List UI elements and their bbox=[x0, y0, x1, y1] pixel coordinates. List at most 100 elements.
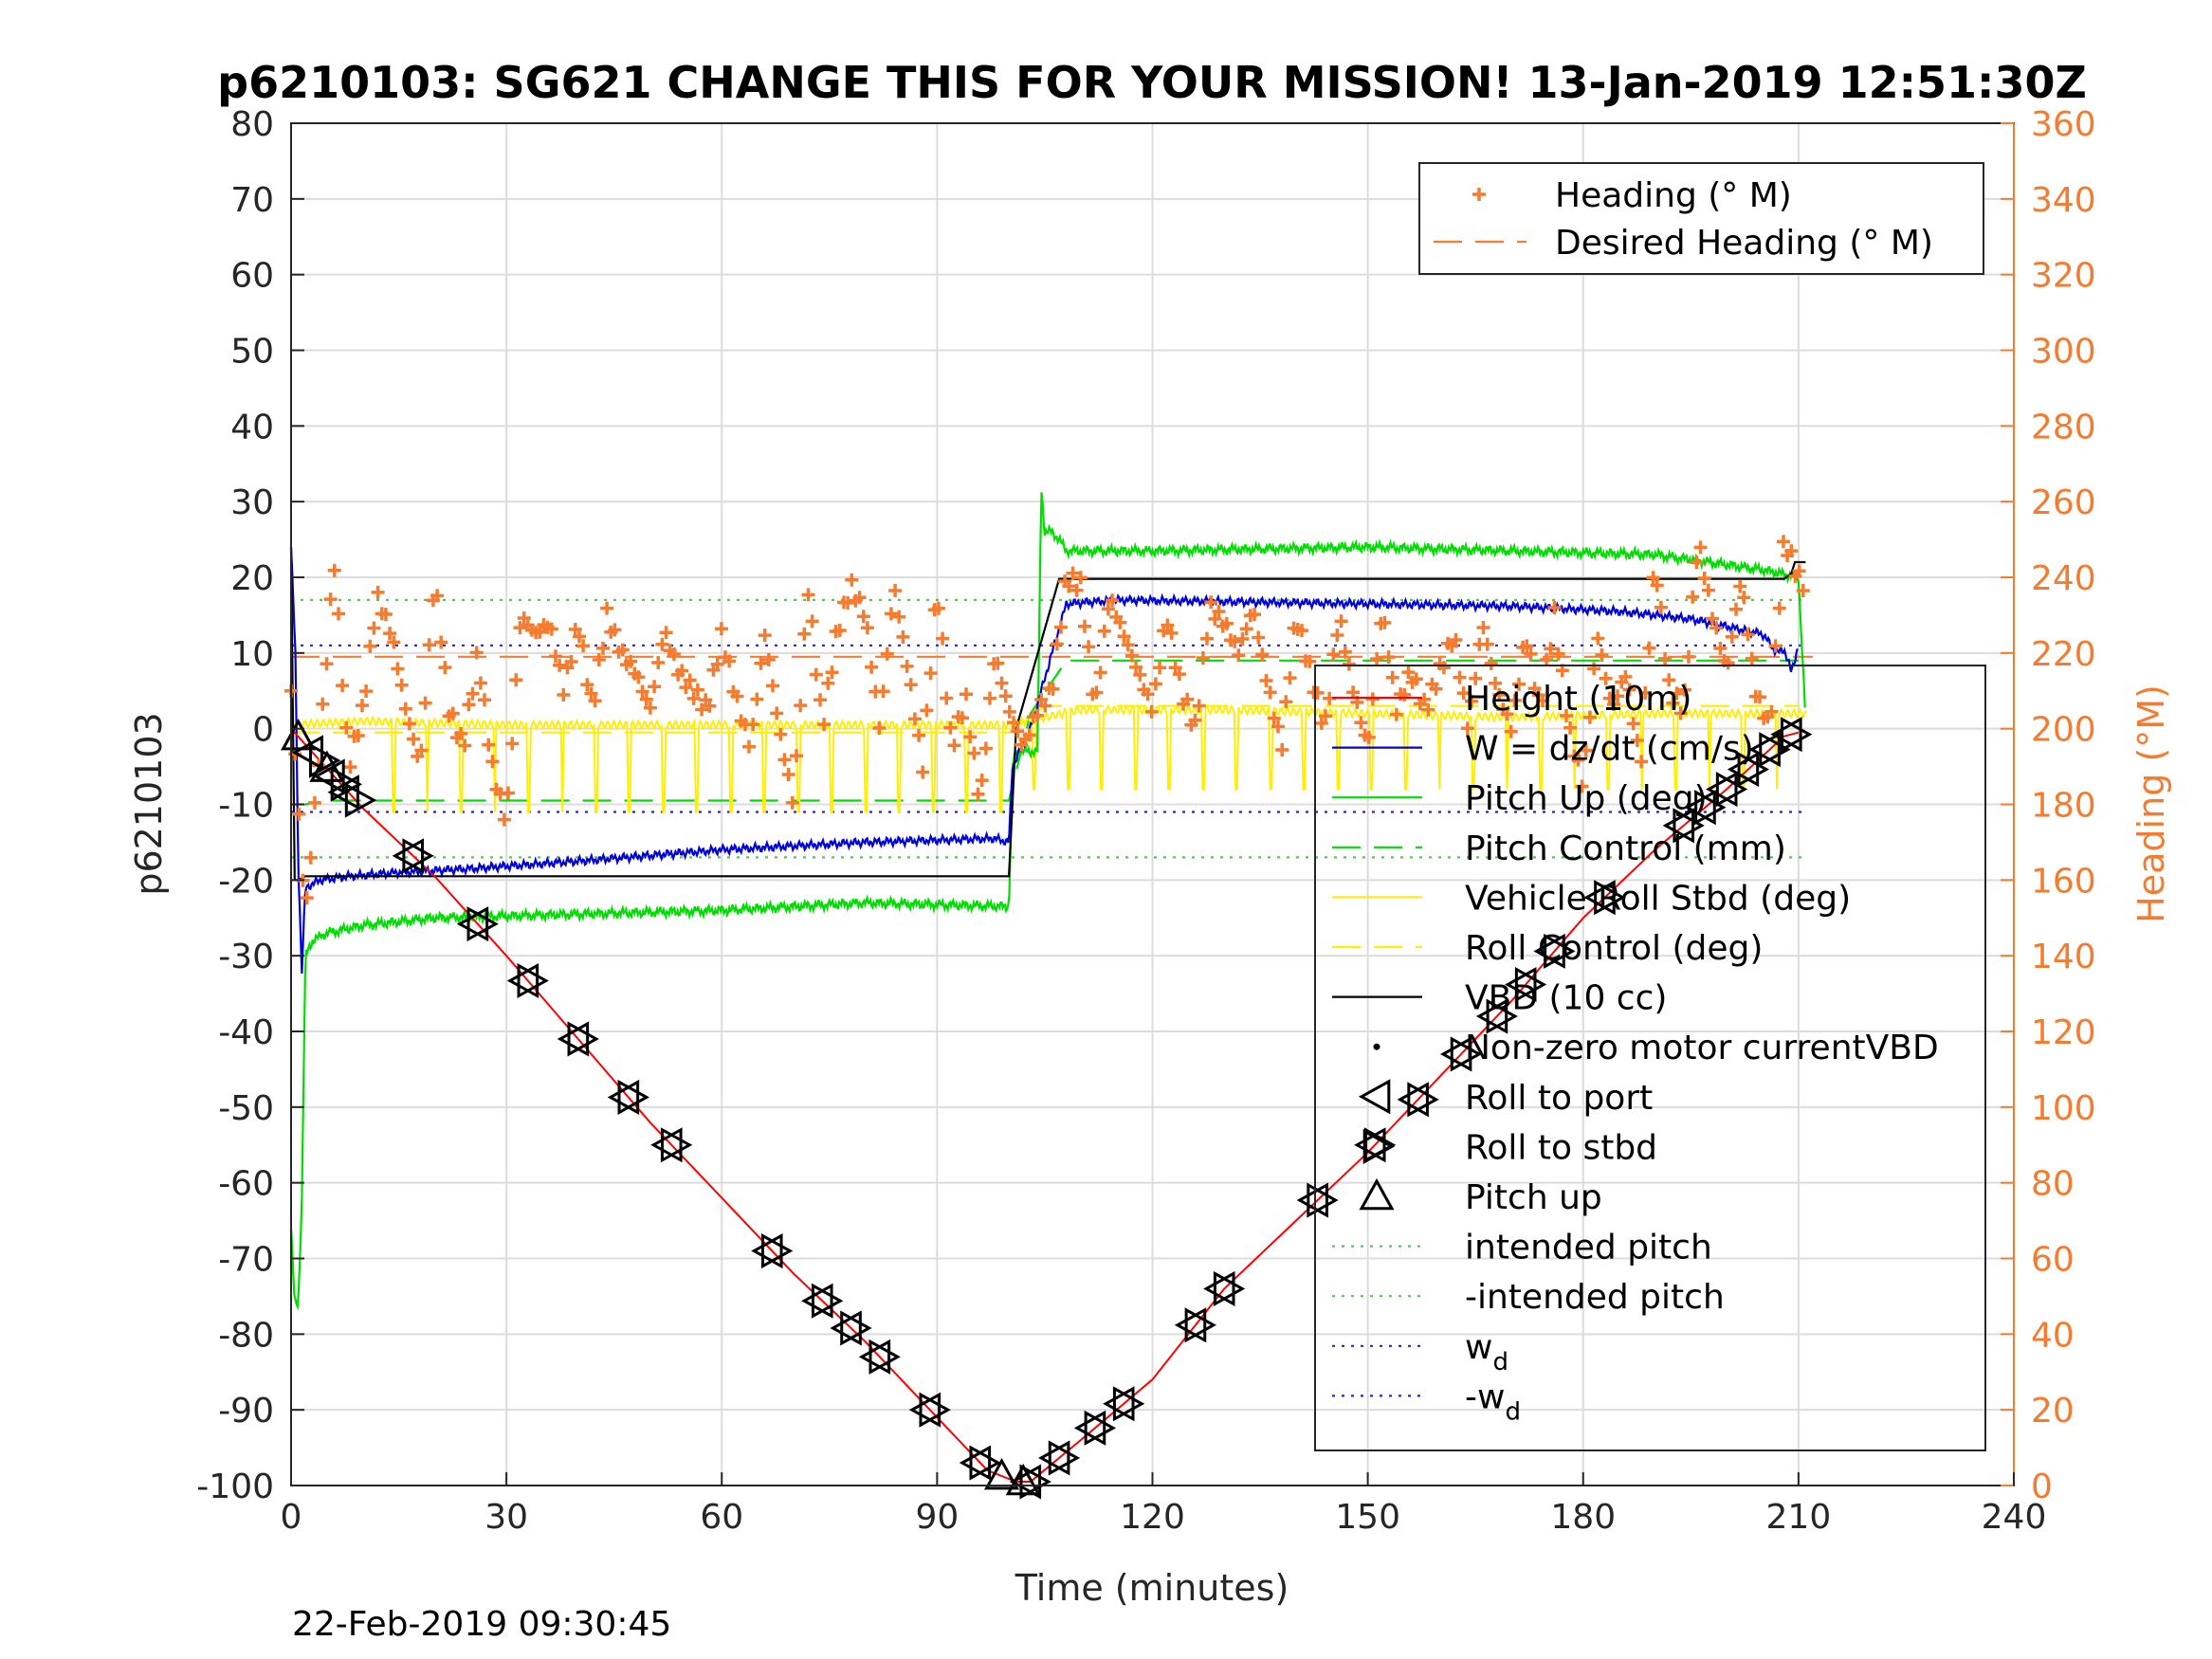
heading-marker bbox=[865, 660, 879, 674]
roll-to-port-marker bbox=[1203, 1270, 1235, 1306]
heading-marker bbox=[1686, 590, 1700, 604]
heading-marker bbox=[1046, 682, 1060, 696]
heading-marker bbox=[316, 697, 330, 711]
heading-marker bbox=[936, 631, 950, 646]
y-tick-label: 70 bbox=[230, 181, 274, 220]
heading-marker bbox=[1319, 709, 1332, 723]
heading-marker bbox=[1796, 584, 1810, 597]
heading-marker bbox=[856, 610, 870, 624]
heading-marker bbox=[860, 621, 874, 635]
heading-marker bbox=[758, 629, 772, 643]
heading-marker bbox=[1252, 630, 1266, 645]
heading-marker bbox=[1022, 728, 1036, 742]
roll-to-stbd-marker bbox=[760, 1232, 794, 1269]
heading-marker bbox=[292, 807, 306, 821]
y2-tick-label: 80 bbox=[2031, 1165, 2075, 1204]
legend-label: Roll Control (deg) bbox=[1465, 929, 1763, 968]
heading-marker bbox=[679, 681, 693, 695]
y-tick-label: 30 bbox=[230, 483, 274, 522]
heading-marker bbox=[1500, 707, 1514, 721]
legend-label: W = dz/dt (cm/s) bbox=[1465, 730, 1754, 769]
heading-marker bbox=[1642, 641, 1656, 655]
heading-marker bbox=[1563, 720, 1578, 735]
heading-marker bbox=[466, 686, 480, 701]
heading-marker bbox=[320, 657, 334, 671]
heading-marker bbox=[1200, 631, 1214, 646]
heading-marker bbox=[1512, 677, 1526, 691]
heading-marker bbox=[766, 679, 779, 693]
legend-label: intended pitch bbox=[1465, 1229, 1712, 1267]
heading-marker bbox=[422, 638, 436, 652]
legend-label: Pitch up bbox=[1465, 1178, 1602, 1217]
w-dzdt-line bbox=[289, 547, 1799, 975]
y-tick-label: -50 bbox=[218, 1089, 274, 1128]
heading-marker bbox=[655, 637, 669, 651]
x-axis-label: Time (minutes) bbox=[1015, 1567, 1289, 1609]
heading-marker bbox=[1283, 671, 1297, 685]
heading-marker bbox=[916, 765, 930, 779]
heading-marker bbox=[1002, 704, 1016, 719]
heading-marker bbox=[402, 717, 416, 731]
left-y-axis: 80 70 60 50 40 30 20 10 0 -10 -20 -30 -40 -50 -60 -70 -8… bbox=[196, 105, 304, 1506]
heading-marker bbox=[573, 629, 586, 644]
heading-marker bbox=[1248, 608, 1261, 622]
heading-marker bbox=[841, 595, 855, 610]
heading-marker bbox=[1682, 649, 1695, 664]
heading-marker bbox=[1551, 647, 1565, 661]
heading-marker bbox=[801, 588, 815, 602]
heading-marker bbox=[904, 678, 918, 692]
heading-marker bbox=[1054, 620, 1068, 634]
roll-to-port-marker bbox=[557, 1021, 590, 1057]
x-tick-label: 210 bbox=[1766, 1498, 1832, 1537]
heading-marker bbox=[615, 643, 630, 657]
heading-marker bbox=[683, 673, 697, 687]
roll-to-port-marker bbox=[1533, 933, 1565, 969]
y2-tick-label: 360 bbox=[2031, 105, 2096, 144]
heading-marker bbox=[1370, 652, 1384, 665]
roll-to-port-marker bbox=[456, 906, 489, 942]
roll-to-stbd-marker bbox=[1673, 808, 1705, 844]
heading-marker bbox=[1540, 652, 1554, 666]
heading-marker bbox=[1579, 743, 1593, 757]
y2-tick-label: 300 bbox=[2031, 333, 2096, 372]
y-tick-label: -60 bbox=[218, 1165, 274, 1204]
heading-marker bbox=[896, 629, 910, 644]
heading-marker bbox=[750, 692, 764, 706]
roll-to-stbd-marker bbox=[344, 782, 377, 818]
heading-marker bbox=[1725, 629, 1739, 644]
heading-marker bbox=[1777, 535, 1790, 549]
heading-marker bbox=[1737, 591, 1751, 605]
heading-marker bbox=[880, 647, 894, 661]
heading-marker bbox=[1078, 619, 1091, 633]
heading-marker bbox=[675, 664, 689, 678]
heading-marker bbox=[631, 670, 646, 684]
legend-heading: Heading (° M) Desired Heading (° M) bbox=[1418, 162, 1984, 275]
pitch-up-marker bbox=[309, 750, 345, 782]
heading-marker bbox=[1453, 670, 1467, 684]
heading-marker bbox=[1007, 716, 1020, 730]
heading-marker bbox=[1161, 618, 1175, 632]
heading-marker bbox=[1180, 692, 1195, 706]
heading-marker bbox=[371, 585, 385, 599]
heading-marker bbox=[1381, 650, 1396, 665]
roll-to-stbd-marker bbox=[840, 1310, 872, 1346]
heading-marker bbox=[557, 688, 571, 702]
y2-tick-label: 200 bbox=[2031, 711, 2096, 750]
heading-marker bbox=[1492, 687, 1507, 702]
x-tick-label: 120 bbox=[1120, 1498, 1185, 1537]
heading-marker bbox=[1208, 611, 1222, 626]
heading-marker bbox=[635, 684, 649, 699]
heading-marker bbox=[1239, 622, 1253, 636]
heading-marker bbox=[1365, 692, 1380, 706]
heading-marker bbox=[1784, 544, 1799, 558]
heading-marker bbox=[308, 795, 321, 810]
heading-marker bbox=[446, 706, 460, 720]
heading-marker bbox=[1690, 556, 1704, 570]
heading-marker bbox=[1066, 566, 1080, 580]
vehicle-roll-line bbox=[290, 703, 1807, 813]
heading-marker bbox=[1595, 648, 1609, 662]
heading-marker bbox=[517, 611, 531, 625]
heading-marker bbox=[797, 627, 812, 641]
y-tick-label: -70 bbox=[218, 1241, 274, 1280]
roll-to-stbd-marker bbox=[1307, 1182, 1339, 1218]
